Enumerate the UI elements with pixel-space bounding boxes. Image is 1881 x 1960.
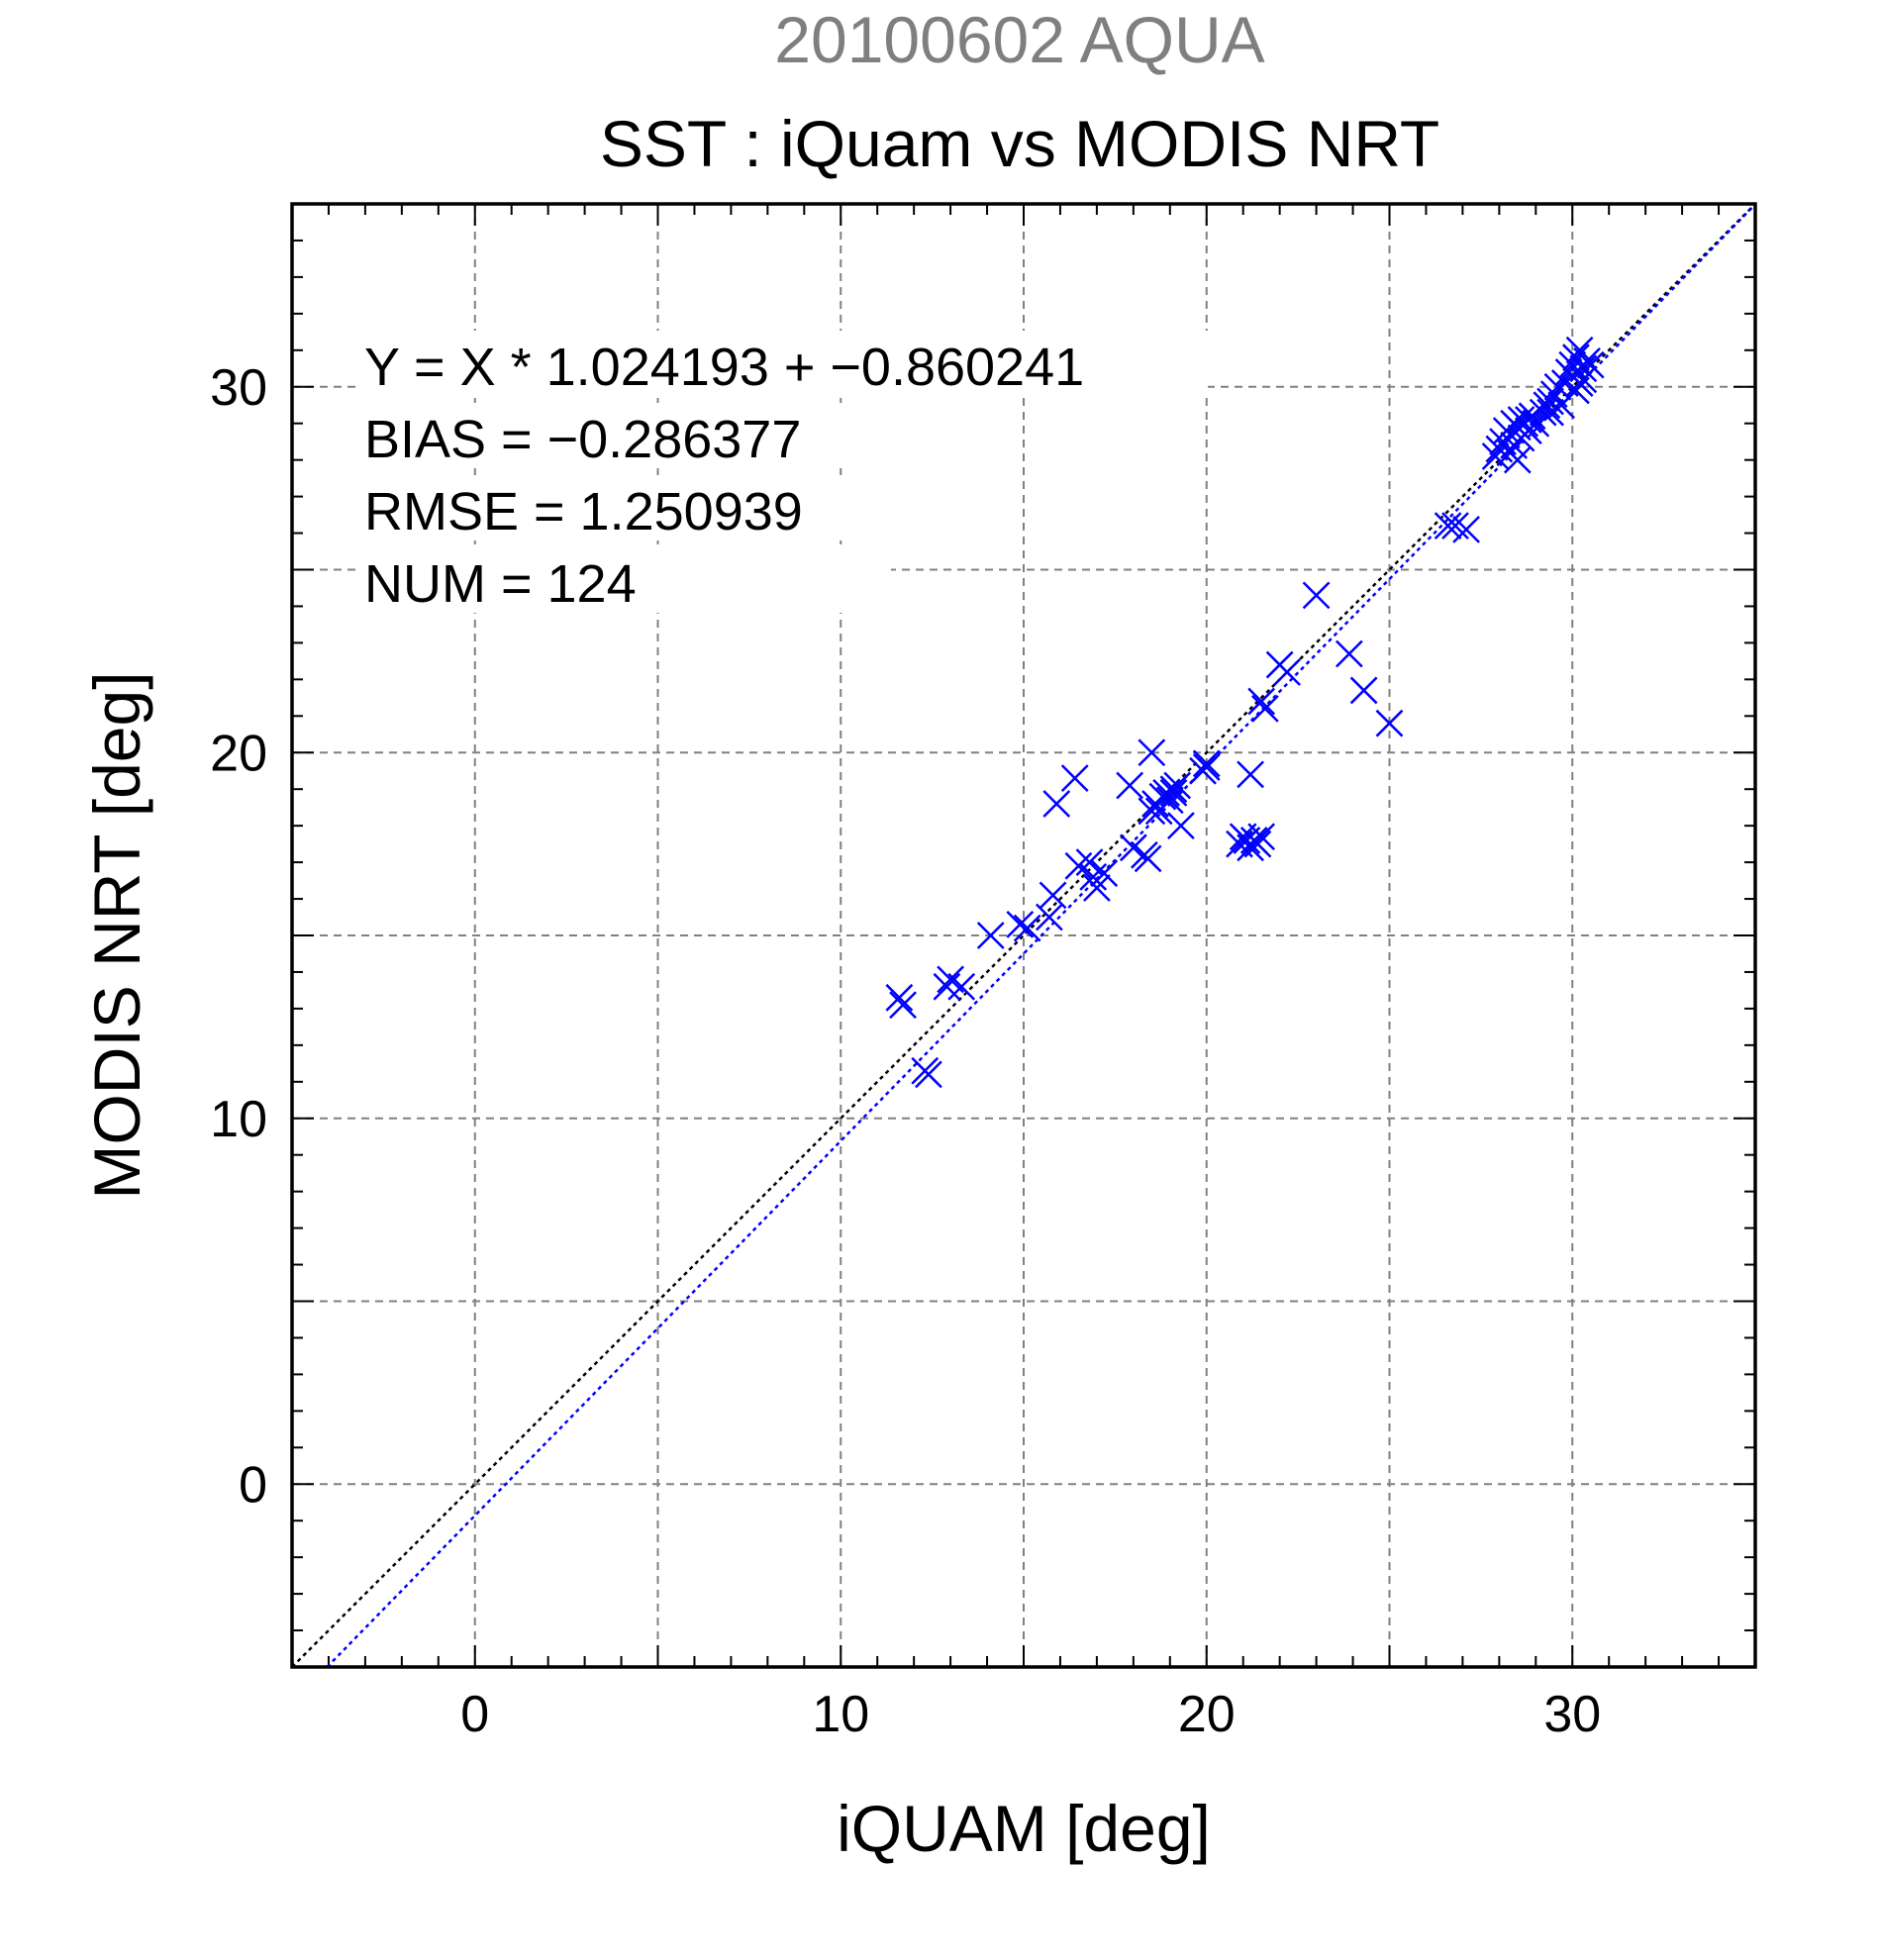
data-point-marker — [1518, 402, 1546, 431]
x-axis-tick-labels: 0 10 20 30 — [460, 1686, 1601, 1743]
data-point-marker — [976, 922, 1005, 949]
data-point-marker — [1250, 695, 1279, 723]
data-point-marker — [1042, 790, 1071, 818]
data-point-marker — [1536, 387, 1564, 416]
data-point-marker — [1237, 760, 1264, 789]
chart-title: SST : iQuam vs MODIS NRT — [600, 107, 1439, 180]
x-tick-label: 10 — [812, 1686, 869, 1743]
data-point-marker — [1273, 658, 1301, 686]
data-point-marker — [933, 972, 961, 1001]
data-point-marker — [1576, 350, 1605, 379]
data-point-marker — [1434, 512, 1462, 540]
data-point-marker — [889, 991, 917, 1020]
data-point-marker — [1375, 709, 1404, 737]
data-point-marker — [1134, 844, 1162, 873]
data-point-marker — [1349, 676, 1378, 705]
data-point-marker — [1060, 764, 1089, 792]
x-axis-label: iQUAM [deg] — [837, 1792, 1211, 1865]
data-point-marker — [1441, 512, 1469, 540]
data-point-marker — [1013, 914, 1041, 942]
statistics-annotation: Y = X * 1.024193 + −0.860241 BIAS = −0.28… — [356, 331, 1208, 614]
y-tick-label: 0 — [239, 1456, 267, 1514]
x-tick-label: 30 — [1543, 1686, 1601, 1743]
data-point-marker — [1079, 862, 1108, 891]
data-point-marker — [1163, 771, 1192, 800]
stats-text-background — [356, 403, 891, 468]
y-tick-label: 10 — [210, 1091, 267, 1148]
plot-area-frame — [290, 202, 1757, 1669]
y-axis-tick-labels: 0 10 20 30 — [210, 359, 267, 1515]
data-point-marker — [1006, 911, 1035, 938]
chart-minor-ticks — [291, 203, 1756, 1668]
data-point-marker — [1083, 874, 1111, 902]
x-tick-label: 20 — [1178, 1686, 1236, 1743]
data-point-marker — [1569, 365, 1598, 394]
stats-line: Y = X * 1.024193 + −0.860241 — [364, 338, 1084, 397]
data-point-marker — [1452, 515, 1480, 543]
data-point-marker — [1138, 738, 1166, 767]
data-point-marker — [1090, 859, 1119, 888]
data-point-marker — [1247, 687, 1276, 716]
y-tick-label: 20 — [210, 725, 267, 782]
data-point-marker — [1159, 779, 1188, 807]
data-point-marker — [1138, 797, 1166, 826]
chart-date-title: 20100602 AQUA — [774, 3, 1264, 76]
data-point-marker — [1155, 786, 1184, 815]
chart-data-points — [885, 336, 1605, 1089]
data-point-marker — [1243, 830, 1272, 858]
stats-line: BIAS = −0.286377 — [364, 410, 801, 469]
data-point-marker — [1192, 753, 1221, 781]
x-tick-label: 0 — [460, 1686, 489, 1743]
data-point-marker — [947, 972, 976, 1001]
data-point-marker — [1116, 771, 1144, 800]
data-point-marker — [1335, 639, 1363, 668]
y-tick-label: 30 — [210, 359, 267, 417]
data-point-marker — [1167, 812, 1195, 840]
stats-text-background — [356, 547, 891, 613]
data-point-marker — [1569, 354, 1598, 383]
data-point-marker — [1247, 823, 1276, 851]
data-point-marker — [885, 983, 914, 1012]
stats-text-background — [356, 475, 891, 540]
y-axis-label: MODIS NRT [deg] — [80, 671, 153, 1199]
stats-text-background — [356, 331, 1208, 396]
stats-line: NUM = 124 — [364, 554, 637, 614]
data-point-marker — [1064, 851, 1093, 880]
data-point-marker — [1039, 881, 1067, 910]
data-point-marker — [911, 1056, 940, 1085]
stats-line: RMSE = 1.250939 — [364, 482, 803, 541]
data-point-marker — [1192, 749, 1221, 778]
data-point-marker — [1302, 581, 1331, 610]
